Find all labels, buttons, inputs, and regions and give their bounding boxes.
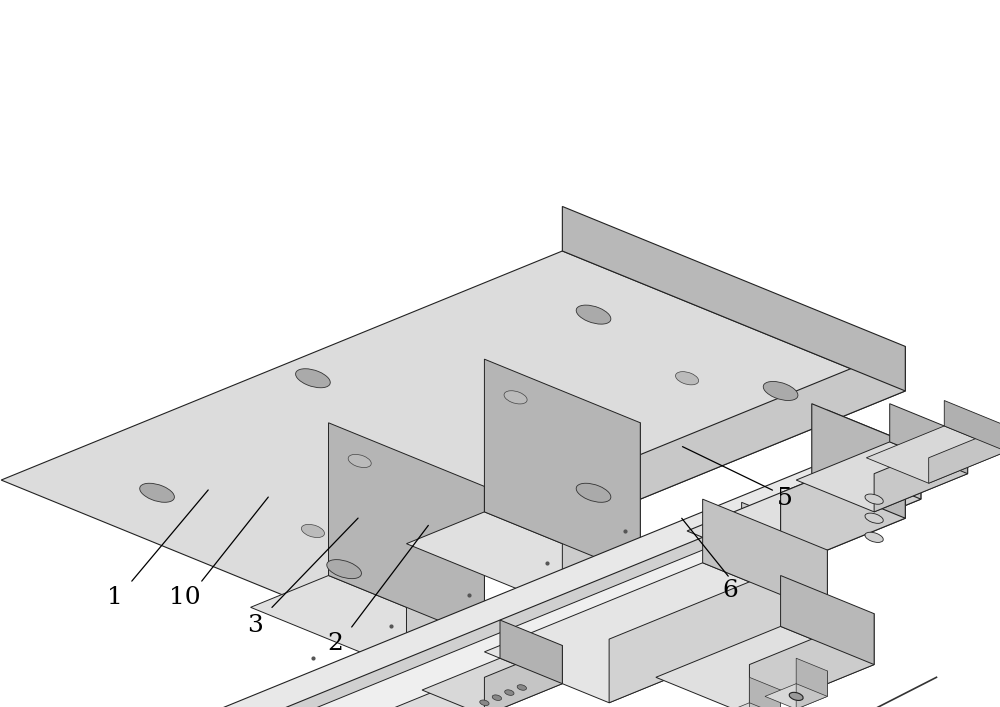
Polygon shape [812,404,905,518]
Polygon shape [929,426,1000,484]
Ellipse shape [576,305,611,324]
Ellipse shape [789,692,803,701]
Polygon shape [742,502,820,566]
Polygon shape [110,461,921,707]
Polygon shape [1,251,905,620]
Text: 3: 3 [247,614,263,637]
Ellipse shape [865,532,883,542]
Ellipse shape [676,372,699,385]
Polygon shape [422,658,562,707]
Polygon shape [484,645,562,707]
Polygon shape [796,442,968,512]
Ellipse shape [301,525,324,537]
Polygon shape [149,534,820,707]
Polygon shape [827,410,921,499]
Polygon shape [781,575,874,665]
Ellipse shape [348,455,371,467]
Polygon shape [866,426,1000,484]
Polygon shape [687,480,905,569]
Polygon shape [251,575,484,671]
Ellipse shape [517,684,526,690]
Polygon shape [874,436,968,512]
Polygon shape [890,404,968,474]
Text: 10: 10 [169,586,201,609]
Ellipse shape [505,690,514,696]
Ellipse shape [763,382,798,400]
Polygon shape [749,614,874,707]
Polygon shape [703,499,827,614]
Polygon shape [344,346,905,620]
Text: 6: 6 [722,579,738,602]
Polygon shape [562,206,905,391]
Ellipse shape [327,560,361,578]
Polygon shape [796,658,827,696]
Polygon shape [609,550,827,703]
Ellipse shape [865,494,883,504]
Polygon shape [796,671,827,707]
Polygon shape [500,620,562,684]
Polygon shape [749,677,781,707]
Polygon shape [484,563,827,703]
Polygon shape [944,401,1000,452]
Ellipse shape [504,391,527,404]
Ellipse shape [480,700,489,706]
Polygon shape [656,626,874,707]
Text: 1: 1 [107,586,123,609]
Polygon shape [406,512,640,607]
Polygon shape [406,486,484,671]
Polygon shape [718,703,781,707]
Polygon shape [204,448,921,707]
Ellipse shape [140,484,174,502]
Polygon shape [781,442,905,569]
Ellipse shape [492,695,502,701]
Polygon shape [227,534,820,707]
Ellipse shape [576,484,611,502]
Text: 2: 2 [327,632,343,655]
Polygon shape [765,684,827,707]
Polygon shape [562,423,640,607]
Text: 5: 5 [777,487,793,510]
Polygon shape [484,359,640,575]
Polygon shape [329,423,484,639]
Ellipse shape [865,513,883,523]
Polygon shape [749,690,781,707]
Ellipse shape [296,369,330,387]
